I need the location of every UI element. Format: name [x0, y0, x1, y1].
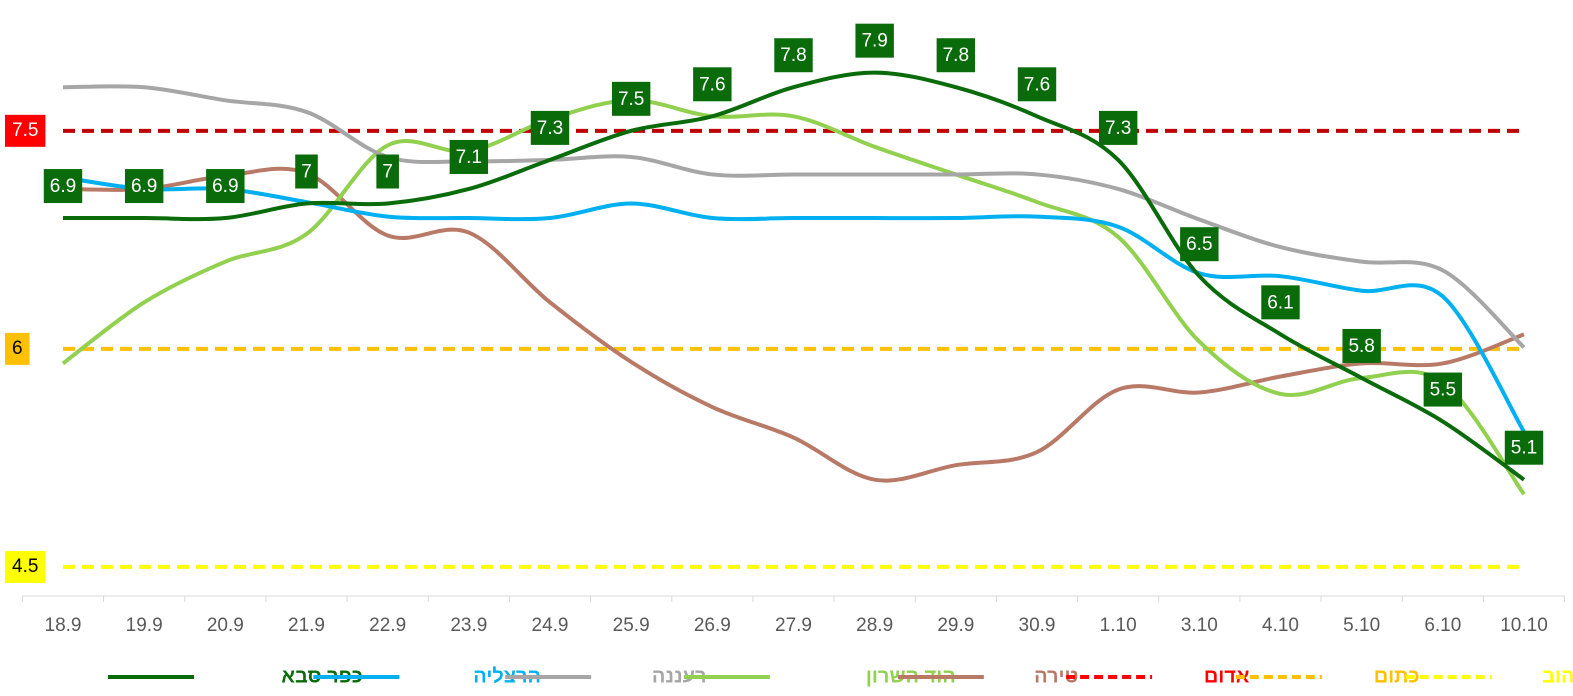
x-tick-label: 19.9 — [126, 615, 163, 636]
threshold-value: 7.5 — [12, 120, 38, 141]
threshold-value: 6 — [12, 338, 23, 359]
x-tick-label: 6.10 — [1424, 615, 1461, 636]
data-label: 7.6 — [1017, 67, 1057, 102]
x-tick-label: 28.9 — [856, 615, 893, 636]
x-tick-label: 24.9 — [532, 615, 569, 636]
data-label: 5.8 — [1342, 328, 1381, 363]
data-label-text: 7.6 — [1024, 74, 1050, 95]
data-label: 6.9 — [43, 169, 83, 204]
data-label: 7 — [376, 154, 399, 189]
data-label-text: 7.9 — [861, 31, 887, 52]
x-tick-label: 1.10 — [1100, 615, 1137, 636]
data-label-text: 5.5 — [1430, 380, 1456, 401]
data-label: 7.8 — [936, 38, 976, 73]
data-label-text: 7.8 — [943, 45, 969, 66]
x-tick-label: 27.9 — [775, 615, 812, 636]
legend-label: צהוב — [1542, 665, 1573, 687]
data-label: 7.8 — [774, 38, 813, 73]
data-label-text: 6.9 — [212, 176, 238, 197]
data-label-box — [855, 23, 894, 58]
data-label: 7 — [295, 154, 318, 189]
data-label-box — [124, 169, 164, 204]
data-label: 7.3 — [530, 110, 570, 145]
data-label-box — [206, 169, 245, 204]
x-tick-label: 22.9 — [369, 615, 406, 636]
data-label-text: 6.5 — [1186, 234, 1212, 255]
data-label-box — [1423, 372, 1463, 407]
data-label-text: 6.1 — [1267, 292, 1293, 313]
data-label-text: 7.8 — [780, 45, 806, 66]
x-tick-label: 5.10 — [1343, 615, 1380, 636]
data-label-text: 7.6 — [699, 74, 725, 95]
x-tick-label: 4.10 — [1262, 615, 1299, 636]
series-line — [62, 166, 1525, 483]
threshold-value: 4.5 — [12, 556, 38, 577]
x-tick-label: 30.9 — [1019, 615, 1056, 636]
data-label: 7.1 — [449, 139, 489, 174]
x-tick-label: 3.10 — [1181, 615, 1218, 636]
x-tick-label: 18.9 — [45, 615, 82, 636]
data-label: 6.5 — [1180, 227, 1219, 262]
data-label-text: 7.3 — [537, 118, 563, 139]
data-label-box — [1261, 285, 1300, 320]
x-tick-label: 23.9 — [450, 615, 487, 636]
data-label-box — [1504, 430, 1544, 465]
threshold-label: 4.5 — [5, 550, 46, 583]
data-label-text: 7 — [382, 162, 393, 183]
data-label-text: 5.8 — [1348, 336, 1374, 357]
legend-label: כתום — [1374, 665, 1420, 687]
data-label: 7.3 — [1098, 110, 1138, 145]
data-label-box — [295, 154, 318, 189]
x-tick-label: 21.9 — [288, 615, 325, 636]
data-label-box — [530, 110, 570, 145]
legend-label: טירה — [1034, 665, 1078, 687]
data-label-box — [1017, 67, 1057, 102]
data-label: 7.5 — [611, 81, 651, 116]
data-label: 6.1 — [1261, 285, 1300, 320]
x-tick-label: 26.9 — [694, 615, 731, 636]
data-label-box — [774, 38, 813, 73]
data-label-box — [611, 81, 651, 116]
data-label-box — [936, 38, 976, 73]
data-label-text: 7.5 — [618, 89, 644, 110]
legend-label: אדום — [1204, 665, 1250, 687]
data-label-text: 7 — [301, 162, 312, 183]
data-label-text: 6.9 — [50, 176, 76, 197]
data-label-text: 7.3 — [1105, 118, 1131, 139]
data-label: 6.9 — [206, 169, 245, 204]
series-line — [61, 98, 1526, 496]
threshold-box — [5, 550, 46, 583]
threshold-box — [5, 332, 30, 365]
x-tick-label: 25.9 — [613, 615, 650, 636]
data-label-box — [693, 67, 732, 102]
data-label-box — [43, 169, 83, 204]
series-line — [62, 70, 1526, 482]
threshold-box — [5, 114, 46, 147]
data-label: 5.5 — [1423, 372, 1463, 407]
data-label-text: 5.1 — [1511, 438, 1537, 459]
data-label-text: 6.9 — [131, 176, 157, 197]
data-label-box — [376, 154, 399, 189]
data-label-box — [1342, 328, 1381, 363]
data-label: 7.9 — [855, 23, 894, 58]
x-tick-label: 10.10 — [1500, 615, 1548, 636]
data-label: 7.6 — [693, 67, 732, 102]
data-label-box — [449, 139, 489, 174]
legend-label: רעננה — [652, 665, 707, 687]
data-label: 6.9 — [124, 169, 164, 204]
data-label-box — [1098, 110, 1138, 145]
threshold-label: 6 — [5, 332, 30, 365]
data-label-box — [1180, 227, 1219, 262]
threshold-label: 7.5 — [5, 114, 46, 147]
series-line — [62, 84, 1526, 349]
data-label-text: 7.1 — [456, 147, 482, 168]
data-label: 5.1 — [1504, 430, 1544, 465]
x-tick-label: 29.9 — [937, 615, 974, 636]
x-tick-label: 20.9 — [207, 615, 244, 636]
